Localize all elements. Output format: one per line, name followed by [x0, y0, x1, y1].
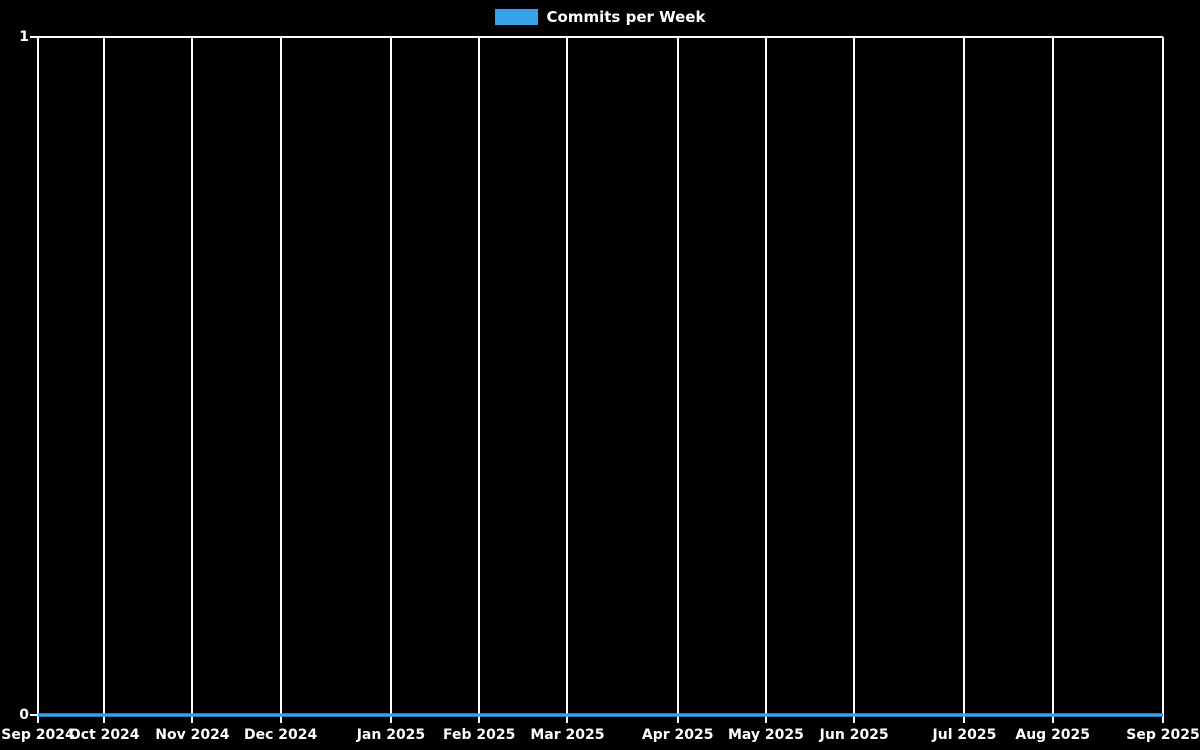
x-tick-label: Sep 2024 — [1, 727, 75, 743]
x-tick-label: Jul 2025 — [932, 727, 997, 743]
commits-line-series — [38, 713, 1163, 717]
x-tick-label: Oct 2024 — [68, 727, 140, 743]
x-gridline — [37, 37, 39, 723]
x-tick-label: Jan 2025 — [356, 727, 426, 743]
y-tick-label: 1 — [19, 29, 29, 45]
x-gridline — [676, 37, 679, 723]
x-tick-label: Nov 2024 — [155, 727, 230, 743]
x-gridline — [478, 37, 481, 723]
y-tick-label: 0 — [19, 707, 29, 723]
legend-swatch-icon — [494, 9, 538, 25]
x-gridline — [764, 37, 767, 723]
x-gridline — [1051, 37, 1054, 723]
y-axis-tick — [30, 714, 38, 716]
legend-label: Commits per Week — [546, 8, 706, 26]
x-gridline — [191, 37, 194, 723]
x-gridline — [103, 37, 106, 723]
x-gridline — [566, 37, 569, 723]
x-tick-label: Aug 2025 — [1015, 727, 1091, 743]
x-gridline — [389, 37, 392, 723]
y-gridline-top — [30, 36, 1163, 38]
legend[interactable]: Commits per Week — [0, 8, 1200, 26]
x-tick-label: Jun 2025 — [819, 727, 889, 743]
x-tick-label: May 2025 — [727, 727, 804, 743]
x-tick-label: Sep 2025 — [1126, 727, 1200, 743]
x-tick-label: Mar 2025 — [530, 727, 605, 743]
x-tick-label: Feb 2025 — [442, 727, 516, 743]
x-gridline — [853, 37, 856, 723]
x-tick-label: Dec 2024 — [244, 727, 318, 743]
x-tick-label: Apr 2025 — [641, 727, 714, 743]
x-gridline — [963, 37, 966, 723]
x-gridline — [279, 37, 282, 723]
x-gridline — [1162, 37, 1164, 723]
